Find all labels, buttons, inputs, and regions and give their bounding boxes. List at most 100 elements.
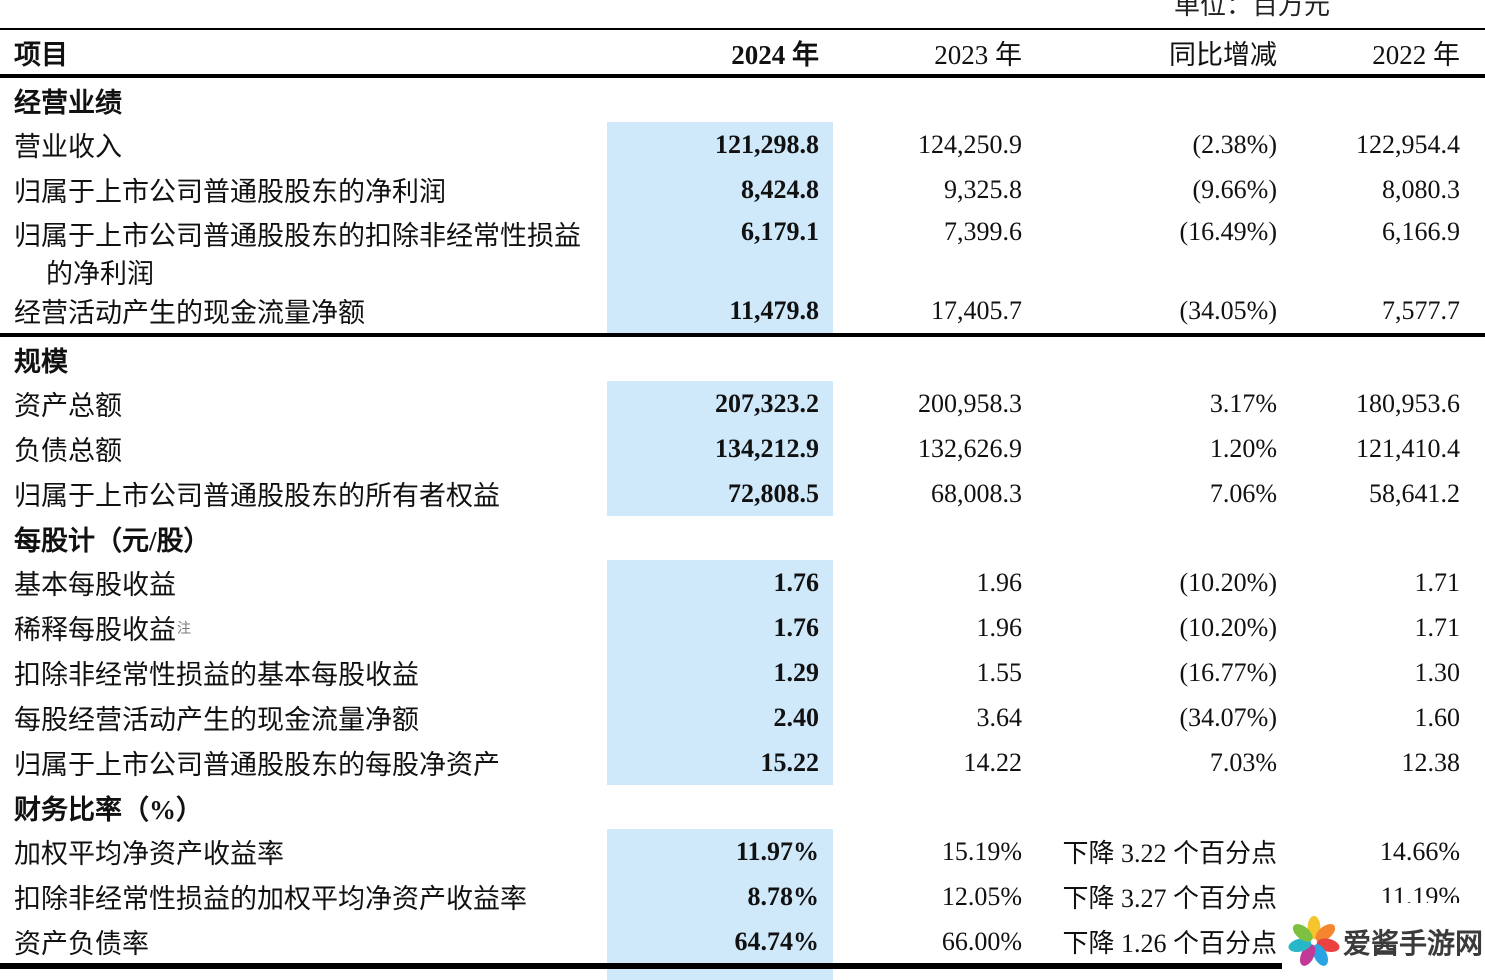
value-2023: 1.96 <box>976 567 1023 597</box>
row-label: 负债总额 <box>14 436 122 466</box>
value-2024: 72,808.5 <box>607 471 833 516</box>
value-2022: 8,080.3 <box>1382 174 1460 204</box>
value-2023: 68,008.3 <box>931 478 1022 508</box>
pinwheel-logo-icon <box>1288 915 1340 966</box>
table-row: 营业收入 121,298.8 124,250.9 (2.38%) 122,954… <box>0 122 1485 167</box>
value-2024: 1.29 <box>607 650 833 695</box>
value-2022: 1.60 <box>1414 702 1461 732</box>
value-2023: 14.22 <box>963 747 1023 777</box>
table-row: 资产总额 207,323.2 200,958.3 3.17% 180,953.6 <box>0 381 1485 426</box>
value-2023: 132,626.9 <box>918 433 1022 463</box>
value-2022: 121,410.4 <box>1356 433 1460 463</box>
table-row: 基本每股收益 1.76 1.96 (10.20%) 1.71 <box>0 560 1485 605</box>
table-header-row: 项目 2024 年 2023 年 同比增减 2022 年 <box>0 28 1485 78</box>
row-label: 每股经营活动产生的现金流量净额 <box>14 705 419 735</box>
value-2023: 12.05% <box>941 881 1022 911</box>
table-row: 归属于上市公司普通股股东的净利润 8,424.8 9,325.8 (9.66%)… <box>0 167 1485 212</box>
table-row: 稀释每股收益注 1.76 1.96 (10.20%) 1.71 <box>0 605 1485 650</box>
row-label: 资产负债率 <box>14 929 149 959</box>
unit-label: 单位：百万元 <box>1173 0 1330 20</box>
value-2022: 122,954.4 <box>1356 129 1460 159</box>
table-row: 加权平均净资产收益率 11.97% 15.19% 下降 3.22 个百分点 14… <box>0 829 1485 874</box>
value-2024: 8.78% <box>607 874 833 919</box>
row-label: 加权平均净资产收益率 <box>14 839 284 869</box>
watermark: 爱酱手游网 <box>1283 903 1485 980</box>
value-2022: 1.71 <box>1414 567 1461 597</box>
value-2022: 180,953.6 <box>1356 388 1460 418</box>
value-2023: 17,405.7 <box>931 295 1022 325</box>
row-label: 基本每股收益 <box>14 570 176 600</box>
row-label: 扣除非经常性损益的加权平均净资产收益率 <box>14 884 527 914</box>
value-yoy: 下降 3.22 个百分点 <box>1062 839 1277 868</box>
row-label: 经营活动产生的现金流量净额 <box>14 298 365 328</box>
value-2022: 6,166.9 <box>1382 217 1460 246</box>
column-header-2023: 2023 年 <box>934 39 1022 70</box>
section-title-operating-results: 经营业绩 <box>14 87 122 118</box>
value-yoy: (10.20%) <box>1179 612 1277 642</box>
value-2023: 200,958.3 <box>918 388 1022 418</box>
table-row: 负债总额 134,212.9 132,626.9 1.20% 121,410.4 <box>0 426 1485 471</box>
value-2024: 15.22 <box>607 740 833 785</box>
value-2023: 1.96 <box>976 612 1023 642</box>
table-row: 经营活动产生的现金流量净额 11,479.8 17,405.7 (34.05%)… <box>0 288 1485 333</box>
table-row: 资产负债率 64.74% 66.00% 下降 1.26 个百分点 <box>0 919 1485 964</box>
value-2023: 1.55 <box>976 657 1023 687</box>
section-title-per-share: 每股计（元/股） <box>14 525 211 556</box>
value-yoy: (16.49%) <box>1179 217 1277 246</box>
value-2022: 14.66% <box>1379 836 1460 866</box>
value-2023: 124,250.9 <box>918 129 1022 159</box>
section-title-scale: 规模 <box>14 346 68 377</box>
value-2024: 121,298.8 <box>607 122 833 167</box>
section-divider-rule <box>0 333 1485 337</box>
value-yoy: (9.66%) <box>1192 174 1277 204</box>
value-2023: 15.19% <box>941 836 1022 866</box>
value-2024: 207,323.2 <box>607 381 833 426</box>
table-row: 归属于上市公司普通股股东的扣除非经常性损益 的净利润 6,179.1 7,399… <box>0 212 1485 293</box>
table-bottom-rule <box>0 963 1282 969</box>
unit-row: 单位：百万元 <box>0 0 1485 28</box>
section-title-financial-ratios: 财务比率（%） <box>14 794 203 825</box>
value-2023: 9,325.8 <box>944 174 1022 204</box>
value-2022: 1.30 <box>1414 657 1461 687</box>
value-2024: 134,212.9 <box>607 426 833 471</box>
table-row: 归属于上市公司普通股股东的每股净资产 15.22 14.22 7.03% 12.… <box>0 740 1485 785</box>
value-yoy: (34.07%) <box>1179 702 1277 732</box>
value-yoy: 7.03% <box>1209 747 1277 777</box>
value-2023: 7,399.6 <box>944 217 1022 246</box>
value-2023: 66.00% <box>941 926 1022 956</box>
value-2024: 8,424.8 <box>607 167 833 212</box>
value-2024: 1.76 <box>607 560 833 605</box>
table-row: 每股经营活动产生的现金流量净额 2.40 3.64 (34.07%) 1.60 <box>0 695 1485 740</box>
value-yoy: 下降 3.27 个百分点 <box>1062 884 1277 913</box>
row-label: 营业收入 <box>14 132 122 162</box>
row-label: 归属于上市公司普通股股东的扣除非经常性损益 的净利润 <box>14 221 581 289</box>
value-yoy: 3.17% <box>1209 388 1277 418</box>
value-2022: 58,641.2 <box>1369 478 1460 508</box>
table-row: 归属于上市公司普通股股东的所有者权益 72,808.5 68,008.3 7.0… <box>0 471 1485 516</box>
watermark-text: 爱酱手游网 <box>1343 927 1484 959</box>
value-yoy: 1.20% <box>1209 433 1277 463</box>
value-2024: 2.40 <box>607 695 833 740</box>
value-2024: 1.76 <box>607 605 833 650</box>
row-label: 稀释每股收益注 <box>14 615 191 645</box>
value-yoy: 7.06% <box>1209 478 1277 508</box>
value-2023: 3.64 <box>976 702 1023 732</box>
row-label: 扣除非经常性损益的基本每股收益 <box>14 660 419 690</box>
value-yoy: (10.20%) <box>1179 567 1277 597</box>
value-2024: 64.74% <box>607 919 833 964</box>
row-label: 归属于上市公司普通股股东的每股净资产 <box>14 750 500 780</box>
row-label: 归属于上市公司普通股股东的所有者权益 <box>14 481 500 511</box>
table-row: 扣除非经常性损益的基本每股收益 1.29 1.55 (16.77%) 1.30 <box>0 650 1485 695</box>
column-header-yoy: 同比增减 <box>1169 39 1277 70</box>
value-yoy: (16.77%) <box>1179 657 1277 687</box>
footnote-marker: 注 <box>177 621 191 637</box>
column-header-2022: 2022 年 <box>1372 39 1460 70</box>
value-2024: 6,179.1 <box>607 212 833 293</box>
value-yoy: 下降 1.26 个百分点 <box>1062 929 1277 958</box>
value-yoy: (2.38%) <box>1192 129 1277 159</box>
value-2024: 11,479.8 <box>607 288 833 333</box>
row-label: 归属于上市公司普通股股东的净利润 <box>14 177 446 207</box>
table-row: 扣除非经常性损益的加权平均净资产收益率 8.78% 12.05% 下降 3.27… <box>0 874 1485 919</box>
value-2022: 7,577.7 <box>1382 295 1460 325</box>
